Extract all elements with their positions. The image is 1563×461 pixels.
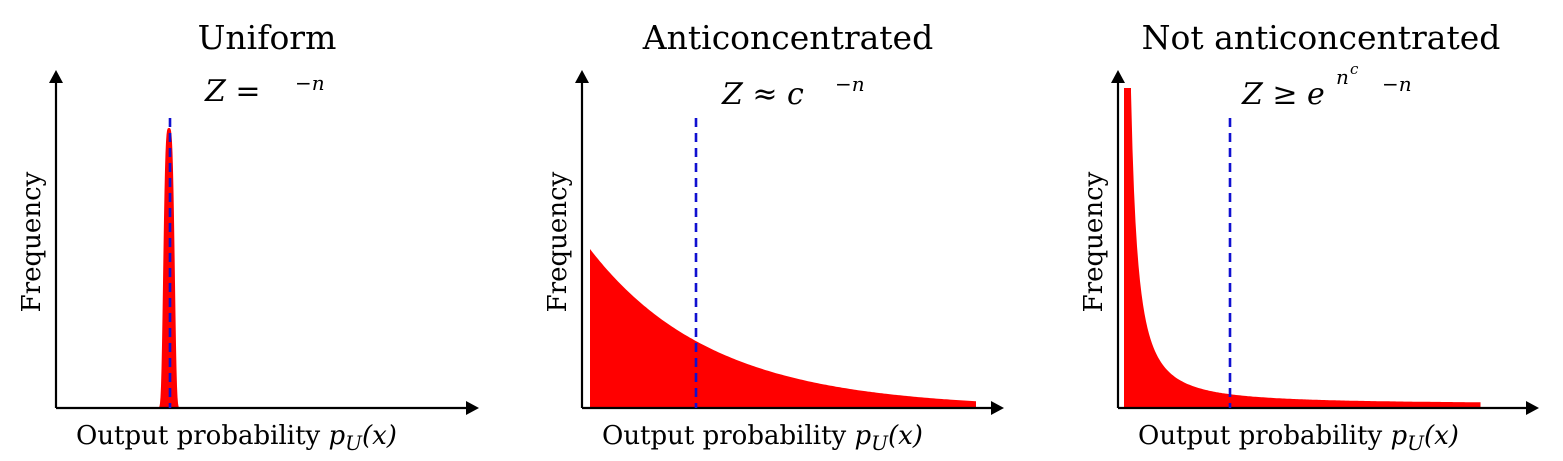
x-axis-label-math: p (854, 421, 871, 451)
x-axis-arrow (991, 401, 1004, 415)
y-axis-label: Frequency (17, 171, 47, 312)
x-axis-label-argument: (x) (362, 421, 397, 451)
x-axis-label-text: Output probability (602, 421, 854, 451)
formula-superscript: −n (295, 71, 325, 95)
y-axis-arrow (49, 70, 63, 83)
formula: Z ≈ c −n (721, 72, 865, 112)
formula: Z ≥ e n c −n (1241, 47, 1412, 112)
x-axis-label-subscript: U (871, 431, 889, 455)
x-axis-label: Output probability pU(x) (1138, 421, 1459, 455)
y-axis-arrow (575, 70, 589, 83)
panel-uniform: Uniform Z = −n Frequency Output probabil… (17, 18, 479, 455)
y-axis-label: Frequency (1079, 171, 1109, 312)
x-axis-label-subscript: U (345, 431, 363, 455)
x-axis-label-math: p (328, 421, 345, 451)
x-axis-label-subscript: U (1407, 431, 1425, 455)
x-axis-label-math: p (1390, 421, 1407, 451)
formula-exponent-superscript: c (1350, 60, 1359, 78)
formula-superscript: −n (1382, 72, 1412, 96)
formula-main: Z = (204, 74, 261, 109)
panel-title: Anticoncentrated (642, 18, 933, 57)
x-axis-label-argument: (x) (1424, 421, 1459, 451)
y-axis-arrow (1111, 70, 1125, 83)
panel-not-anticoncentrated: Not anticoncentrated Z ≥ e n c −n Freque… (1079, 18, 1539, 455)
panel-title: Not anticoncentrated (1142, 18, 1501, 57)
panel-title: Uniform (198, 18, 337, 57)
formula-superscript: −n (835, 72, 865, 96)
formula-main: Z ≈ c (721, 77, 804, 112)
x-axis-label-text: Output probability (1138, 421, 1390, 451)
distribution-fill (1124, 88, 1481, 408)
distribution-fill (590, 249, 976, 408)
formula-exponent: n (1336, 65, 1349, 89)
x-axis-label-text: Output probability (76, 421, 328, 451)
panel-anticoncentrated: Anticoncentrated Z ≈ c −n Frequency Outp… (543, 18, 1004, 455)
x-axis-label: Output probability pU(x) (602, 421, 923, 455)
x-axis-arrow (1526, 401, 1539, 415)
formula-main: Z ≥ e (1241, 77, 1325, 112)
x-axis-label-argument: (x) (888, 421, 923, 451)
x-axis-arrow (466, 401, 479, 415)
y-axis-label: Frequency (543, 171, 573, 312)
x-axis-label: Output probability pU(x) (76, 421, 397, 455)
formula: Z = −n (204, 71, 325, 109)
